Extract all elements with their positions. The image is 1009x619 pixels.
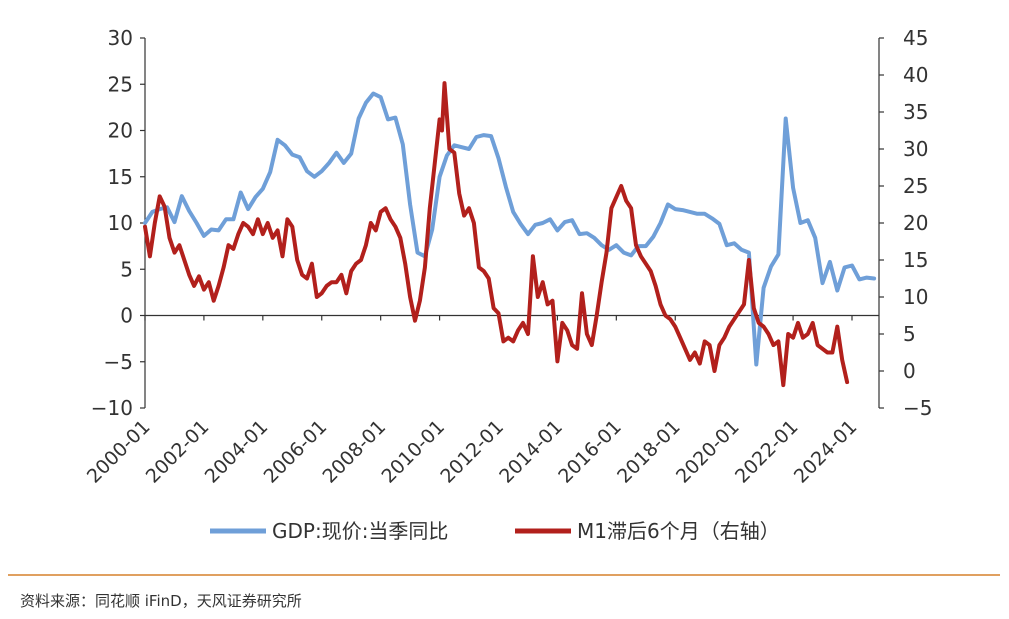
right-tick-label: 5 [903,322,916,346]
x-tick-label: 2012-01 [436,416,508,488]
left-tick-label: 30 [108,26,133,50]
left-tick-label: 0 [120,304,133,328]
right-tick-label: −5 [903,396,932,420]
legend-label-gdp: GDP:现价:当季同比 [272,519,448,543]
right-tick-label: 25 [903,174,928,198]
x-tick-label: 2006-01 [260,416,332,488]
right-tick-label: 10 [903,285,928,309]
series-line-m1 [143,81,850,388]
x-tick-label: 2004-01 [201,416,273,488]
right-axis: 45 40 35 30 25 20 15 10 5 0 −5 [878,26,932,420]
left-tick-label: 25 [108,72,133,96]
left-tick-label: 15 [108,165,133,189]
left-tick-label: 10 [108,211,133,235]
right-tick-label: 45 [903,26,928,50]
x-tick-label: 2024-01 [790,416,862,488]
x-tick-label: 2020-01 [672,416,744,488]
right-tick-label: 35 [903,100,928,124]
left-tick-label: 20 [108,119,133,143]
right-tick-label: 0 [903,359,916,383]
left-tick-label: −10 [91,396,133,420]
x-tick-label: 2010-01 [377,416,449,488]
x-tick-label: 2016-01 [554,416,626,488]
legend-label-m1: M1滞后6个月（右轴） [577,519,780,543]
left-tick-label: 5 [120,257,133,281]
source-note: 资料来源：同花顺 iFinD，天风证券研究所 [20,592,302,610]
right-tick-label: 15 [903,248,928,272]
x-tick-label: 2008-01 [319,416,391,488]
x-tick-label: 2002-01 [142,416,214,488]
right-tick-label: 30 [903,137,928,161]
x-tick-label: 2000-01 [83,416,155,488]
chart: 30 25 20 15 10 5 0 −5 −10 45 40 35 30 25 20 15 10 5 0 −5 2… [83,26,933,543]
series-layer [143,81,877,388]
x-tick-label: 2014-01 [495,416,567,488]
source-divider [8,574,1000,576]
left-tick-label: −5 [104,350,133,374]
x-tick-label: 2018-01 [613,416,685,488]
right-tick-label: 40 [903,63,928,87]
right-tick-label: 20 [903,211,928,235]
left-axis: 30 25 20 15 10 5 0 −5 −10 [91,26,146,420]
x-tick-label: 2022-01 [731,416,803,488]
legend: GDP:现价:当季同比 M1滞后6个月（右轴） [210,519,780,543]
